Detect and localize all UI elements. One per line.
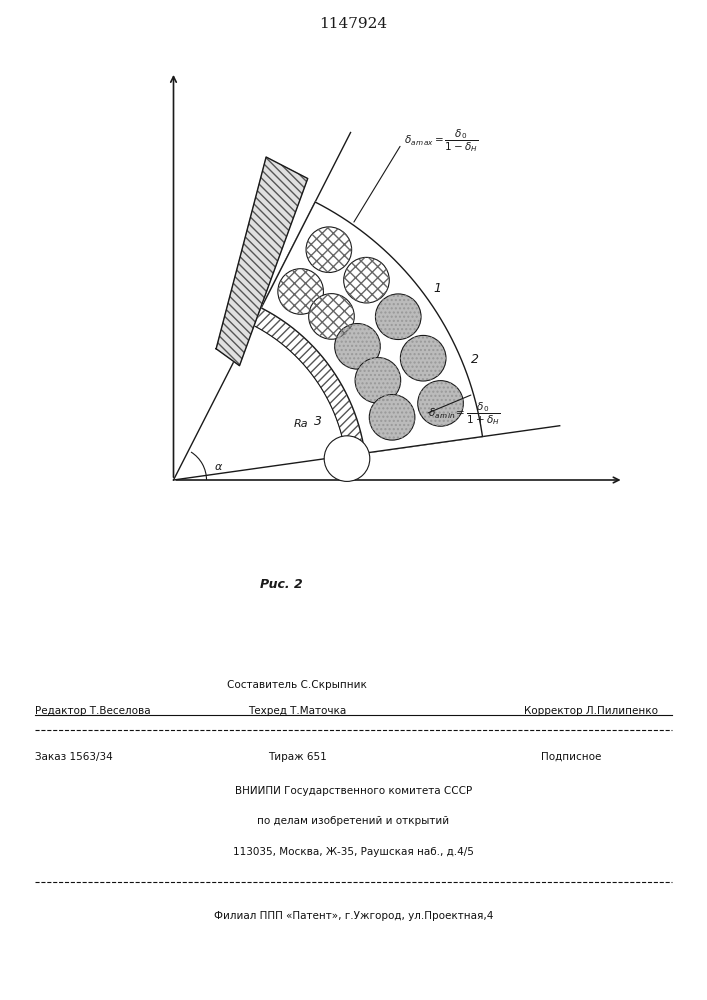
Text: 1147924: 1147924 (320, 17, 387, 31)
Text: Ra: Ra (293, 419, 308, 429)
Text: Техред Т.Маточка: Техред Т.Маточка (248, 706, 346, 716)
Circle shape (375, 294, 421, 340)
Circle shape (369, 395, 415, 440)
Text: 1: 1 (433, 282, 441, 295)
Text: Подписное: Подписное (541, 752, 601, 762)
Text: Редактор Т.Веселова: Редактор Т.Веселова (35, 706, 151, 716)
Polygon shape (216, 157, 308, 366)
Text: Тираж 651: Тираж 651 (267, 752, 327, 762)
Text: Puc. 2: Puc. 2 (260, 578, 303, 591)
Circle shape (309, 294, 354, 339)
Polygon shape (261, 202, 482, 453)
Polygon shape (252, 308, 365, 456)
Text: ВНИИПИ Государственного комитета СССР: ВНИИПИ Государственного комитета СССР (235, 786, 472, 796)
Circle shape (344, 257, 390, 303)
Text: $\delta_{a\,max} = \dfrac{\delta_0}{1-\delta_{\mathit{H}}}$: $\delta_{a\,max} = \dfrac{\delta_0}{1-\d… (404, 128, 479, 154)
Circle shape (400, 335, 446, 381)
Circle shape (278, 269, 324, 314)
Text: 3: 3 (314, 415, 322, 428)
Circle shape (334, 324, 380, 369)
Text: 113035, Москва, Ж-35, Раушская наб., д.4/5: 113035, Москва, Ж-35, Раушская наб., д.4… (233, 847, 474, 857)
Circle shape (325, 436, 370, 481)
Text: Филиал ППП «Патент», г.Ужгород, ул.Проектная,4: Филиал ППП «Патент», г.Ужгород, ул.Проек… (214, 911, 493, 921)
Text: Составитель С.Скрыпник: Составитель С.Скрыпник (227, 680, 367, 690)
Text: Корректор Л.Пилипенко: Корректор Л.Пилипенко (523, 706, 658, 716)
Text: 2: 2 (471, 353, 479, 366)
Text: $\alpha$: $\alpha$ (214, 462, 223, 472)
Circle shape (418, 381, 463, 426)
Text: $\delta_{a\,min} = \dfrac{\delta_0}{1+\delta_{\mathit{H}}}$: $\delta_{a\,min} = \dfrac{\delta_0}{1+\d… (428, 401, 501, 427)
Text: Заказ 1563/34: Заказ 1563/34 (35, 752, 113, 762)
Text: по делам изобретений и открытий: по делам изобретений и открытий (257, 816, 450, 826)
Circle shape (355, 358, 401, 403)
Circle shape (306, 227, 351, 272)
